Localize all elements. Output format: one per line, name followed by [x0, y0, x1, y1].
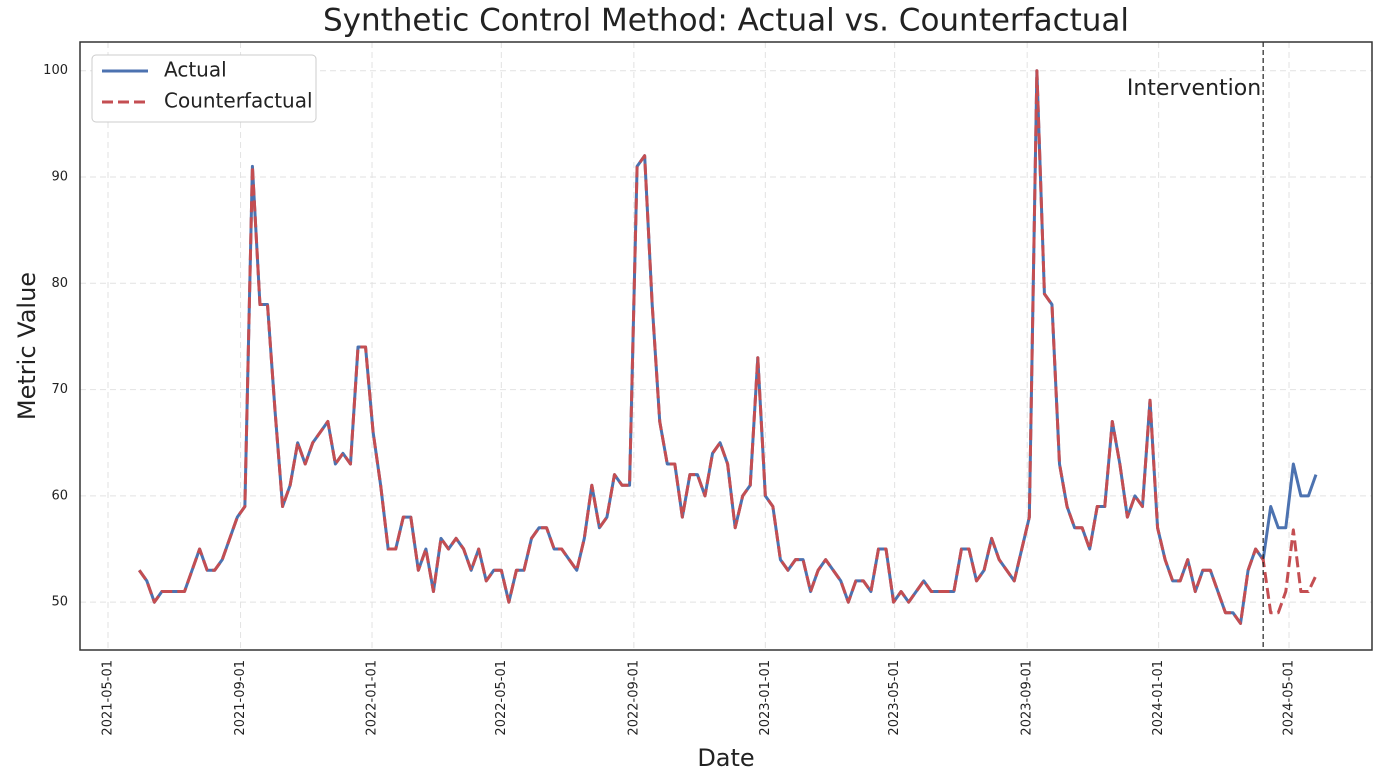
legend-label: Counterfactual: [164, 89, 313, 113]
x-tick-label: 2023-05-01: [887, 660, 902, 736]
x-tick-label: 2024-01-01: [1151, 660, 1166, 736]
y-tick-label: 60: [51, 488, 68, 503]
x-tick-label: 2022-05-01: [494, 660, 509, 736]
series-line: [138, 69, 1318, 625]
y-tick-label: 90: [51, 169, 68, 184]
intervention-label: Intervention: [1127, 76, 1261, 101]
y-axis-label: Metric Value: [13, 272, 41, 420]
x-tick-label: 2023-09-01: [1020, 660, 1035, 736]
x-tick-label: 2023-01-01: [758, 660, 773, 736]
plot-frame: [79, 41, 1373, 651]
chart-title: Synthetic Control Method: Actual vs. Cou…: [323, 3, 1129, 39]
x-axis-label: Date: [697, 744, 754, 772]
legend: Actual Counterfactual: [91, 54, 317, 123]
series-line: [138, 69, 1318, 625]
y-tick-label: 100: [43, 63, 68, 78]
y-tick-label: 70: [51, 382, 68, 397]
x-tick-label: 2022-01-01: [365, 660, 380, 736]
x-tick-label: 2022-09-01: [626, 660, 641, 736]
x-tick-label: 2021-05-01: [101, 660, 116, 736]
x-tick-label: 2021-09-01: [233, 660, 248, 736]
y-tick-label: 80: [51, 276, 68, 291]
legend-label: Actual: [164, 58, 227, 82]
y-tick-label: 50: [51, 595, 68, 610]
x-tick-label: 2024-05-01: [1282, 660, 1297, 736]
